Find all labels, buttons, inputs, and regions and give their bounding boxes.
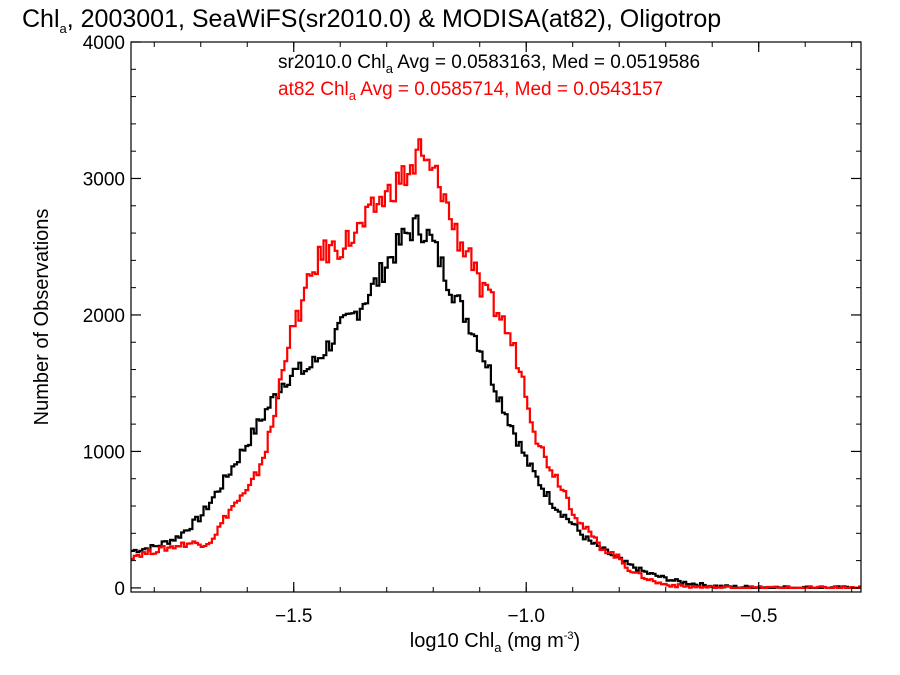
chart-title: Chla, 2003001, SeaWiFS(sr2010.0) & MODIS… [22,5,721,36]
y-tick-label: 0 [114,579,125,600]
y-tick-label: 3000 [83,169,125,190]
annotation-at82: at82 Chla Avg = 0.0585714, Med = 0.05431… [278,79,663,103]
annotation-sr2010: sr2010.0 Chla Avg = 0.0583163, Med = 0.0… [278,52,700,76]
histogram-series-1 [131,214,861,589]
chart-title-prefix: Chl [22,5,60,33]
ticks-layer: −1.5 −1.0 −0.5 0 1000 2000 3000 4000 [83,33,861,627]
x-axis-label: log10 Chla (mg m-3) [410,630,580,655]
y-axis-label: Number of Observations [31,209,53,426]
chart-title-rest: , 2003001, SeaWiFS(sr2010.0) & MODISA(at… [67,5,721,33]
histogram-series-2 [131,138,861,589]
y-tick-label: 2000 [83,306,125,327]
x-tick-label: −1.0 [507,606,545,627]
plot-frame [130,41,862,593]
chart-title-subscript: a [60,21,68,36]
x-tick-label: −0.5 [740,606,778,627]
series-layer [131,138,861,589]
plot-area: −1.5 −1.0 −0.5 0 1000 2000 3000 4000 [83,33,862,627]
y-tick-label: 1000 [83,442,125,463]
y-tick-label: 4000 [83,33,125,54]
x-tick-label: −1.5 [275,606,313,627]
